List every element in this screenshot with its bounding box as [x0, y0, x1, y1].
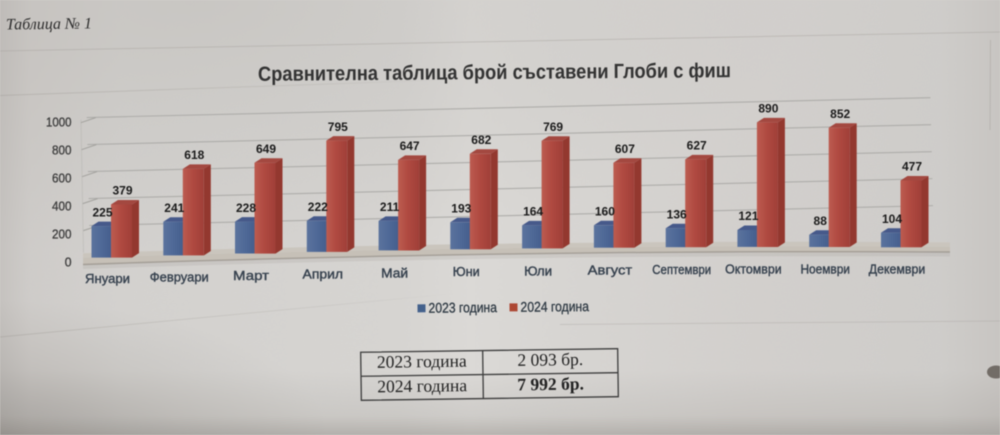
svg-text:800: 800	[52, 143, 72, 158]
svg-text:136: 136	[667, 207, 687, 221]
svg-text:795: 795	[328, 120, 348, 134]
svg-text:0: 0	[65, 254, 72, 269]
svg-text:890: 890	[758, 102, 778, 116]
svg-text:160: 160	[595, 205, 615, 219]
svg-text:627: 627	[687, 139, 707, 153]
svg-text:193: 193	[451, 202, 471, 216]
svg-text:Таблица № 1: Таблица № 1	[6, 15, 92, 33]
svg-text:2 093 бр.: 2 093 бр.	[517, 349, 583, 370]
svg-text:477: 477	[902, 160, 922, 174]
svg-text:607: 607	[615, 142, 635, 156]
svg-text:Октомври: Октомври	[725, 262, 782, 277]
svg-text:200: 200	[52, 226, 72, 241]
svg-text:225: 225	[92, 205, 112, 219]
svg-text:Февруари: Февруари	[150, 269, 209, 284]
svg-text:1000: 1000	[46, 115, 72, 130]
svg-text:400: 400	[52, 198, 72, 213]
svg-text:682: 682	[471, 133, 491, 147]
svg-text:121: 121	[738, 209, 758, 223]
svg-text:Август: Август	[588, 263, 633, 278]
svg-text:2024 година: 2024 година	[520, 298, 589, 315]
svg-text:769: 769	[543, 120, 563, 134]
svg-text:222: 222	[308, 200, 328, 214]
svg-text:Сравнителна таблица брой съста: Сравнителна таблица брой съставени Глоби…	[258, 59, 731, 86]
svg-text:647: 647	[400, 139, 420, 153]
svg-text:2023 година: 2023 година	[377, 351, 467, 372]
svg-text:Април: Април	[303, 267, 344, 282]
svg-text:104: 104	[882, 212, 902, 226]
svg-text:379: 379	[112, 184, 132, 198]
svg-text:852: 852	[830, 107, 850, 121]
svg-text:Юни: Юни	[453, 264, 480, 279]
svg-text:Май: Май	[381, 265, 408, 280]
svg-text:Ноември: Ноември	[800, 262, 850, 277]
svg-text:600: 600	[52, 171, 72, 186]
svg-text:649: 649	[256, 142, 276, 156]
svg-text:164: 164	[523, 205, 543, 219]
svg-text:Септември: Септември	[652, 262, 711, 277]
svg-text:2023 година: 2023 година	[428, 299, 497, 316]
svg-text:2024 година: 2024 година	[377, 375, 467, 396]
svg-text:618: 618	[184, 148, 204, 162]
svg-text:Юли: Юли	[524, 263, 552, 278]
svg-text:Декември: Декември	[869, 262, 926, 277]
svg-text:241: 241	[164, 201, 184, 215]
svg-text:88: 88	[814, 214, 828, 228]
svg-text:211: 211	[380, 200, 400, 214]
svg-text:228: 228	[236, 201, 256, 215]
svg-text:Януари: Януари	[85, 271, 130, 286]
svg-text:Март: Март	[233, 268, 269, 283]
svg-text:7 992 бр.: 7 992 бр.	[517, 373, 584, 394]
